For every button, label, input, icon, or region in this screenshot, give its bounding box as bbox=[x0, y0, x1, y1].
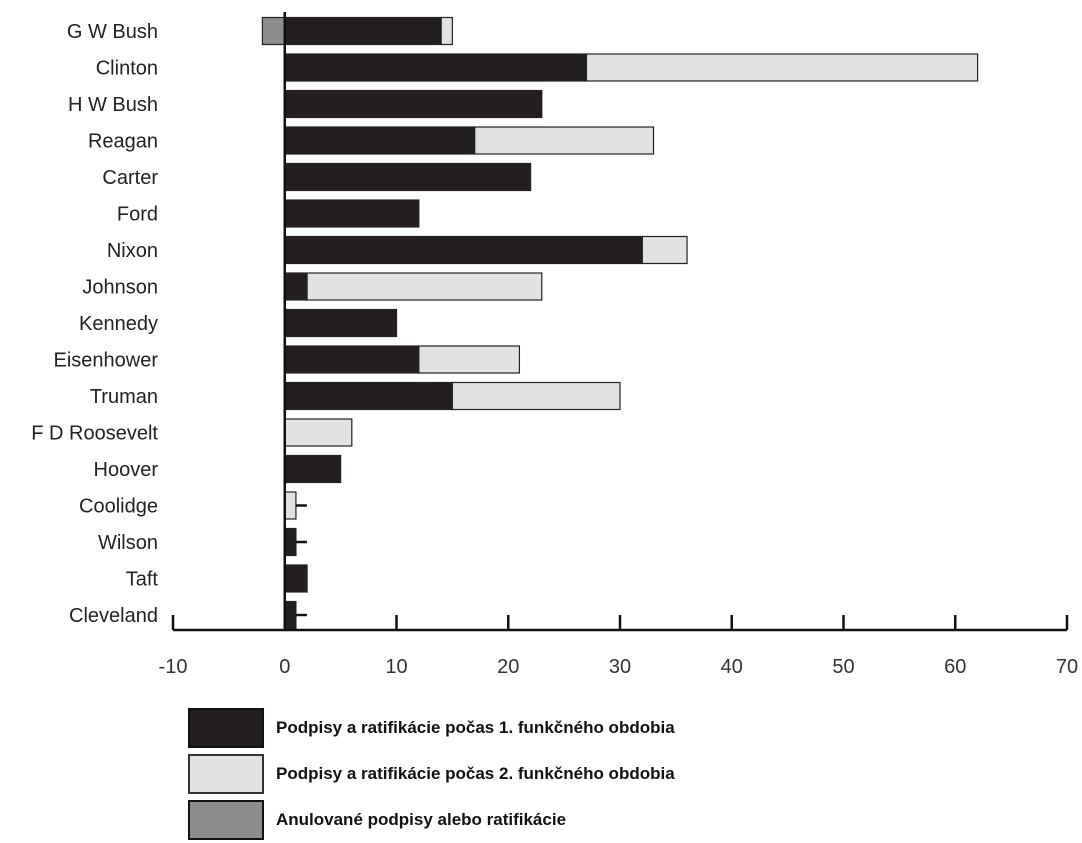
bar-g-w-bush-term2 bbox=[440, 16, 453, 46]
bar-wilson-term1 bbox=[284, 527, 297, 557]
legend-item-term2: Podpisy a ratifikácie počas 2. funkčného… bbox=[188, 751, 675, 797]
bar-eisenhower-term2 bbox=[418, 345, 521, 374]
legend-label-term2: Podpisy a ratifikácie počas 2. funkčného… bbox=[276, 764, 675, 783]
bars-group bbox=[261, 16, 979, 630]
category-label-reagan: Reagan bbox=[88, 131, 158, 153]
category-label-truman: Truman bbox=[90, 386, 158, 408]
x-tick-label--10: -10 bbox=[159, 656, 188, 678]
bar-kennedy-term1 bbox=[284, 308, 398, 338]
bar-coolidge-term2 bbox=[284, 491, 297, 520]
category-label-ford: Ford bbox=[117, 204, 158, 226]
legend-item-term1: Podpisy a ratifikácie počas 1. funkčného… bbox=[188, 705, 675, 751]
x-tick-label-0: 0 bbox=[279, 656, 290, 678]
bar-cleveland-term1 bbox=[284, 600, 297, 630]
x-axis: -10 0 10 20 30 40 50 60 70 bbox=[159, 12, 1078, 678]
bar-johnson-term2 bbox=[306, 272, 543, 301]
bar-carter-term1 bbox=[284, 162, 532, 192]
category-label-wilson: Wilson bbox=[98, 532, 158, 554]
category-label-kennedy: Kennedy bbox=[79, 313, 158, 335]
x-tick-label-70: 70 bbox=[1056, 656, 1078, 678]
bar-johnson-term1 bbox=[284, 272, 308, 301]
bar-nixon-term1 bbox=[284, 235, 643, 265]
bar-hoover-term1 bbox=[284, 454, 342, 484]
category-label-coolidge: Coolidge bbox=[79, 496, 158, 518]
legend-swatch-term1 bbox=[188, 708, 264, 748]
category-label-nixon: Nixon bbox=[107, 240, 158, 262]
bar-ford-term1 bbox=[284, 199, 420, 228]
bar-eisenhower-term1 bbox=[284, 345, 420, 374]
x-tick-label-10: 10 bbox=[385, 656, 407, 678]
x-tick-label-30: 30 bbox=[609, 656, 631, 678]
bar-clinton-term2 bbox=[585, 53, 979, 82]
category-labels: G W Bush Clinton H W Bush Reagan Carter Ford N… bbox=[31, 21, 158, 627]
bar-taft-term1 bbox=[284, 564, 308, 593]
category-label-cleveland: Cleveland bbox=[69, 605, 158, 627]
bar-reagan-term2 bbox=[474, 126, 655, 155]
bar-g-w-bush-term1 bbox=[284, 16, 442, 46]
x-tick-label-60: 60 bbox=[944, 656, 966, 678]
bar-g-w-bush-annulled bbox=[261, 16, 286, 46]
category-label-clinton: Clinton bbox=[96, 58, 158, 80]
legend-swatch-annulled bbox=[188, 800, 264, 840]
bar-h-w-bush-term1 bbox=[284, 89, 543, 119]
category-label-h-w-bush: H W Bush bbox=[68, 94, 158, 116]
legend-swatch-term2 bbox=[188, 754, 264, 794]
legend-item-annulled: Anulované podpisy alebo ratifikácie bbox=[188, 797, 675, 843]
x-tick-label-20: 20 bbox=[497, 656, 519, 678]
bar-nixon-term2 bbox=[641, 235, 688, 265]
category-label-hoover: Hoover bbox=[94, 459, 159, 481]
category-label-eisenhower: Eisenhower bbox=[53, 350, 158, 372]
legend-label-annulled: Anulované podpisy alebo ratifikácie bbox=[276, 810, 567, 829]
bar-reagan-term1 bbox=[284, 126, 476, 155]
chart: G W Bush Clinton H W Bush Reagan Carter Ford N… bbox=[31, 12, 1078, 678]
x-tick-label-40: 40 bbox=[721, 656, 743, 678]
category-label-g-w-bush: G W Bush bbox=[67, 21, 158, 43]
legend-label-term1: Podpisy a ratifikácie počas 1. funkčného… bbox=[276, 718, 675, 737]
category-label-carter: Carter bbox=[102, 167, 158, 189]
x-tick-label-50: 50 bbox=[832, 656, 854, 678]
bar-clinton-term1 bbox=[284, 53, 588, 82]
bar-truman-term1 bbox=[284, 381, 453, 411]
legend: Podpisy a ratifikácie počas 1. funkčného… bbox=[188, 705, 675, 843]
bar-truman-term2 bbox=[451, 381, 621, 411]
category-label-johnson: Johnson bbox=[82, 277, 158, 299]
category-label-f-d-roosevelt: F D Roosevelt bbox=[31, 423, 158, 445]
bar-f-d-roosevelt-term2 bbox=[284, 418, 353, 447]
category-label-taft: Taft bbox=[126, 569, 159, 591]
